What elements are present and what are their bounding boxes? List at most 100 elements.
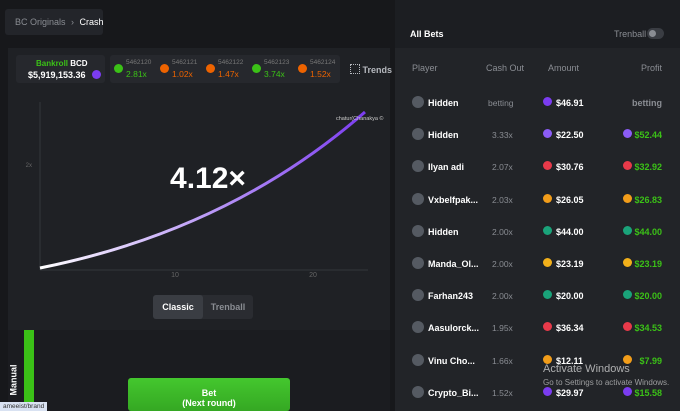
player-marker: chatur(Chanakya © <box>336 115 383 122</box>
amount: $46.91 <box>556 98 584 108</box>
player-name[interactable]: Hidden <box>428 98 459 108</box>
player-name[interactable]: Farhan243 <box>428 291 474 302</box>
amount-coin <box>543 386 552 396</box>
amount-coin <box>543 129 552 139</box>
bet-row: Manda_Ol... 2.00x $23.19 $23.19 <box>395 248 680 280</box>
player-name[interactable]: Aasulorck... <box>428 323 480 334</box>
profit: $15.58 <box>634 387 662 398</box>
amount: $36.34 <box>556 323 584 334</box>
amount-coin <box>543 97 552 106</box>
mode-tabs: Classic Trenball <box>153 295 253 319</box>
history-dot <box>206 64 215 73</box>
profit: $44.00 <box>634 226 662 237</box>
player-name[interactable]: Vxbelfpak... <box>428 194 479 205</box>
column-header: Amount <box>548 63 580 73</box>
player-name[interactable]: Vinu Cho... <box>428 355 475 366</box>
player-name[interactable]: Hidden <box>428 130 459 141</box>
history-bar: 5462120 2.81x 5462121 1.02x 5462122 1.47x 5462… <box>110 55 340 83</box>
amount-coin <box>543 258 552 267</box>
bet-button-sub: (Next round) <box>182 398 236 408</box>
watermark-title: Activate Windows <box>543 363 630 375</box>
manual-tab[interactable]: Manual <box>8 364 19 396</box>
tab-classic[interactable]: Classic <box>153 295 203 319</box>
y-axis-label: 2x <box>26 163 32 169</box>
amount: $22.50 <box>556 130 584 141</box>
cash-out: 2.00x <box>492 226 513 237</box>
watermark-subtitle: Go to Settings to activate Windows. <box>543 378 670 387</box>
current-multiplier: 4.12× <box>170 162 246 195</box>
bet-row: Hidden 3.33x $22.50 $52.44 <box>395 119 680 151</box>
bet-row: Farhan243 2.00x $20.00 $20.00 <box>395 280 680 312</box>
trenball-toggle[interactable] <box>647 28 664 39</box>
profit: $52.44 <box>634 130 662 141</box>
amount-coin <box>543 193 552 203</box>
player-avatar <box>412 321 424 334</box>
cash-out: 2.00x <box>492 291 513 302</box>
bankroll-label: Bankroll <box>36 59 69 68</box>
amount: $29.97 <box>556 387 584 398</box>
trenball-toggle-label: Trenball <box>614 29 647 39</box>
profit-coin <box>623 129 632 139</box>
amount: $20.00 <box>556 291 584 302</box>
bankroll-currency: BCD <box>70 59 88 68</box>
player-avatar <box>412 385 424 398</box>
history-id: 5462121 <box>172 59 198 66</box>
column-header: Cash Out <box>486 63 525 73</box>
bankroll: Bankroll BCD $5,919,153.36 <box>16 55 105 83</box>
bets-table-bg <box>395 48 680 411</box>
history-id: 5462123 <box>264 59 290 66</box>
column-header: Player <box>412 63 438 73</box>
bet-row: Aasulorck... 1.95x $36.34 $34.53 <box>395 312 680 344</box>
player-name[interactable]: Hidden <box>428 226 459 237</box>
amount: $26.05 <box>556 194 584 205</box>
breadcrumb: BC Originals › Crash <box>5 9 104 35</box>
bet-button[interactable]: Bet (Next round) <box>128 378 290 411</box>
x-axis-label: 20 <box>309 272 317 279</box>
player-avatar <box>412 96 424 108</box>
mode-indicator <box>24 330 34 411</box>
history-id: 5462124 <box>310 59 336 66</box>
bet-row: Hidden betting $46.91 betting <box>395 87 680 119</box>
history-id: 5462120 <box>126 59 152 66</box>
trends-label: Trends <box>362 65 393 75</box>
player-name[interactable]: Ilyan adi <box>428 162 465 173</box>
cash-out: 1.95x <box>492 323 513 334</box>
player-avatar <box>412 128 424 141</box>
profit: $23.19 <box>634 259 662 269</box>
history-multiplier: 1.02x <box>172 69 193 79</box>
history-dot <box>252 64 261 73</box>
profit: betting <box>632 98 662 108</box>
cash-out: 1.52x <box>492 387 513 398</box>
amount-coin <box>543 225 552 235</box>
profit-coin <box>623 354 632 364</box>
history-dot <box>298 64 307 73</box>
amount-coin <box>543 322 552 332</box>
bet-button-label: Bet <box>201 388 217 398</box>
trends-button[interactable]: Trends <box>350 64 392 75</box>
profit: $32.92 <box>634 162 662 173</box>
cash-out: 2.03x <box>492 194 513 205</box>
player-avatar <box>412 353 424 366</box>
cash-out: betting <box>488 98 514 108</box>
bet-row: Ilyan adi 2.07x $30.76 $32.92 <box>395 151 680 183</box>
history-multiplier: 3.74x <box>264 69 285 79</box>
tab-trenball[interactable]: Trenball <box>210 302 246 312</box>
amount: $44.00 <box>556 226 584 237</box>
bankroll-amount: $5,919,153.36 <box>28 70 86 80</box>
profit-coin <box>623 386 632 396</box>
profit-coin <box>623 161 632 171</box>
bets-title: All Bets <box>410 29 444 39</box>
history-dot <box>114 64 123 73</box>
profit-coin <box>623 225 632 235</box>
history-multiplier: 1.52x <box>310 69 331 79</box>
player-name[interactable]: Crypto_Bi... <box>428 387 479 398</box>
breadcrumb-parent[interactable]: BC Originals <box>15 17 66 27</box>
x-axis-label: 10 <box>171 272 179 279</box>
player-name[interactable]: Manda_Ol... <box>428 259 479 269</box>
profit-coin <box>623 258 632 267</box>
amount-coin <box>543 354 552 364</box>
profit: $7.99 <box>639 355 662 366</box>
breadcrumb-current: Crash <box>79 17 104 27</box>
player-avatar <box>412 160 424 173</box>
